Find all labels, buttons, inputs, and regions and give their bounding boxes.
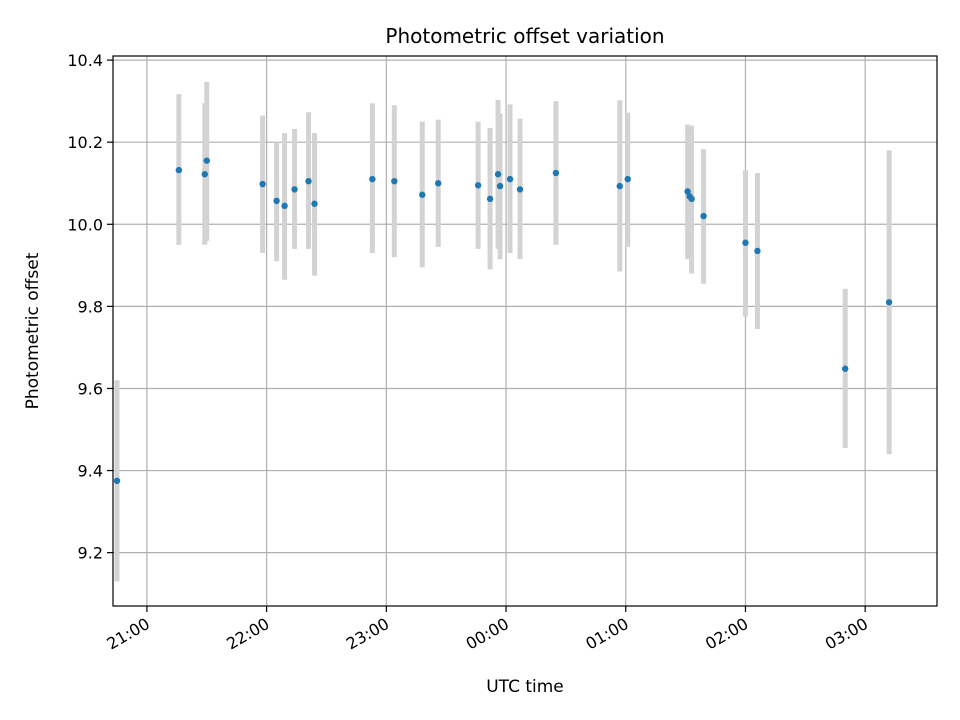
data-point [201, 171, 208, 178]
grid [113, 56, 937, 606]
data-point [259, 180, 266, 188]
data-point [291, 186, 298, 193]
y-tick-label: 9.6 [78, 379, 103, 398]
data-point [684, 188, 691, 195]
y-tick-label: 9.4 [78, 462, 103, 481]
data-point [842, 365, 849, 372]
data-point [305, 177, 312, 185]
data-point [391, 177, 398, 185]
plot-frame [112, 55, 938, 607]
chart-title: Photometric offset variation [385, 24, 664, 48]
data-point [516, 186, 524, 193]
data-point [281, 202, 288, 210]
data-point [688, 195, 695, 203]
data-point [742, 239, 749, 246]
data-point [203, 157, 210, 164]
data-point [113, 477, 121, 485]
y-axis-label: Photometric offset [23, 252, 43, 409]
data-point [494, 171, 502, 178]
y-tick-label: 9.8 [78, 297, 103, 316]
data-point [616, 182, 623, 190]
data-point [486, 195, 494, 203]
y-tick-label: 10.2 [67, 133, 103, 152]
y-tick-label: 9.2 [78, 544, 103, 563]
x-axis-label: UTC time [486, 677, 564, 697]
data-point [506, 175, 514, 183]
data-point [419, 191, 426, 198]
data-point [754, 247, 761, 255]
data-point [273, 197, 280, 205]
data-point [624, 175, 631, 183]
data-point [175, 166, 183, 174]
data-point [369, 175, 376, 183]
data-point [435, 180, 442, 187]
data-point [885, 299, 893, 306]
data-points [113, 157, 893, 485]
data-point [474, 182, 482, 189]
data-point [311, 200, 318, 207]
data-point [496, 182, 504, 190]
data-point [700, 212, 707, 220]
data-point [552, 169, 560, 177]
y-tick-label: 10.0 [67, 215, 103, 234]
y-tick-label: 10.4 [67, 51, 103, 70]
